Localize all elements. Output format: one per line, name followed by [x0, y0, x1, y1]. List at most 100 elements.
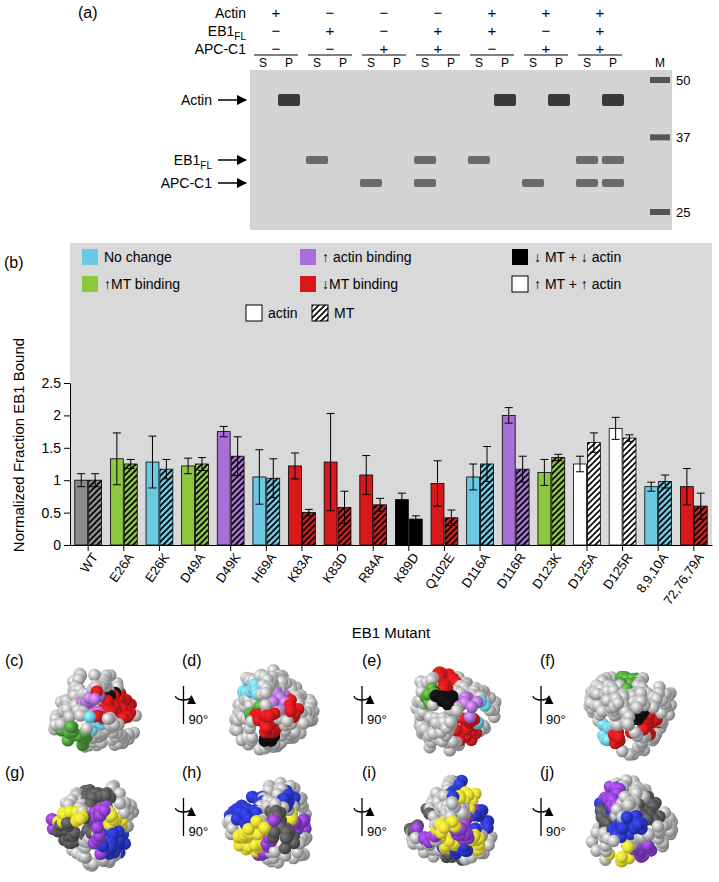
- x-tick-label: 72,76,79A: [660, 550, 706, 607]
- atom-sphere: [622, 718, 635, 731]
- condition-sign: +: [272, 4, 281, 21]
- gel-band: [576, 179, 598, 187]
- rotation-axis: [361, 686, 362, 724]
- x-tick-label: D49K: [213, 550, 244, 586]
- error-bar: [519, 456, 527, 482]
- protein-arrow: [218, 159, 246, 161]
- y-tick-label: 1: [53, 472, 61, 488]
- legend-label: ↑ actin binding: [322, 249, 412, 265]
- atom-sphere: [438, 821, 451, 834]
- bar: [552, 458, 565, 545]
- gel-band: [602, 94, 624, 106]
- legend-label: ↑MT binding: [104, 276, 180, 292]
- y-tick-mark: [64, 545, 70, 546]
- x-tick-label: R84A: [355, 550, 386, 586]
- x-tick: D123K: [529, 545, 564, 591]
- x-tick-label: D125A: [565, 550, 600, 591]
- y-tick-mark: [64, 513, 70, 514]
- x-tick-label: WT: [77, 550, 101, 575]
- protein-surface: [410, 666, 501, 756]
- rotation-axis: [183, 798, 184, 836]
- atom-sphere: [268, 814, 281, 827]
- x-tick-label: K83A: [284, 550, 315, 585]
- rotation-label: 90°: [367, 712, 387, 727]
- x-axis: WTE26AE26KD49AD49KH69AK83AK83DR84AK89DQ1…: [71, 545, 713, 607]
- legend-label: ↑ MT + ↑ actin: [534, 276, 621, 292]
- x-tick: Q102E: [422, 545, 458, 592]
- legend-label: ↓MT binding: [322, 276, 398, 292]
- x-tick-label: K83D: [320, 550, 351, 585]
- atom-sphere: [444, 716, 457, 729]
- error-bar: [647, 482, 655, 491]
- panel-b: (b)00.511.522.5WTE26AE26KD49AD49KH69AK83…: [4, 243, 713, 641]
- gel-band: [548, 94, 570, 106]
- bar: [196, 464, 209, 545]
- lane-label: P: [393, 56, 401, 70]
- atom-sphere: [91, 821, 104, 834]
- lane-label: S: [529, 56, 537, 70]
- bar: [623, 438, 636, 545]
- error-bar: [127, 459, 135, 468]
- condition-sign: −: [272, 22, 281, 39]
- series-0: [75, 408, 694, 545]
- x-tick-label: 8,9,10A: [633, 550, 671, 596]
- panel-label: (j): [540, 764, 554, 781]
- legend-swatch: [82, 249, 98, 265]
- y-tick: 2.5: [42, 375, 70, 391]
- error-bar: [291, 453, 299, 479]
- rotation-symbol: 90°: [176, 798, 209, 839]
- error-bar: [576, 456, 584, 472]
- y-tick: 1: [53, 472, 70, 488]
- x-tick-label: K89D: [391, 550, 422, 585]
- lane-label: P: [555, 56, 563, 70]
- x-tick-label: Q102E: [422, 550, 458, 592]
- condition-sign: −: [380, 22, 389, 39]
- legend-swatch: [312, 305, 328, 321]
- y-tick: 1.5: [42, 440, 70, 456]
- x-tick: D49K: [213, 545, 244, 585]
- error-bar: [184, 458, 192, 474]
- x-axis-line: [71, 545, 713, 546]
- rotation-arrow: [533, 696, 549, 700]
- bar: [645, 487, 658, 545]
- atom-sphere: [284, 705, 297, 718]
- rotation-arrow: [176, 808, 192, 812]
- condition-sign: −: [380, 4, 389, 21]
- atom-sphere: [83, 711, 96, 724]
- bar: [587, 443, 600, 545]
- x-tick: E26K: [142, 545, 173, 585]
- error-bar: [469, 464, 477, 490]
- y-tick-label: 1.5: [42, 440, 62, 456]
- atom-sphere: [631, 701, 644, 714]
- panel-label: (b): [4, 254, 24, 271]
- plot-marks: [75, 408, 707, 545]
- lane-label: M: [655, 56, 665, 70]
- x-tick-label: E26K: [142, 550, 173, 585]
- gel-band: [602, 156, 624, 164]
- lane-label: P: [339, 56, 347, 70]
- atom-sphere: [98, 804, 111, 817]
- legend-swatch: [246, 305, 262, 321]
- gel-band: [360, 179, 382, 187]
- error-bar: [697, 493, 705, 519]
- y-tick: 2: [53, 407, 70, 423]
- atom-sphere: [607, 835, 620, 848]
- error-bar: [162, 459, 170, 478]
- atom-sphere: [280, 832, 293, 845]
- x-tick: 8,9,10A: [633, 545, 671, 596]
- figure: (a)Actin+−−−+++EB1FL−+−++−+APC-C1−−++−++…: [0, 0, 719, 882]
- rotation-symbol: 90°: [533, 798, 566, 839]
- error-bar: [661, 475, 669, 488]
- protein-surface: [46, 779, 140, 871]
- atom-sphere: [263, 710, 276, 723]
- condition-sign: +: [326, 22, 335, 39]
- panel-label: (e): [362, 652, 382, 669]
- bar: [502, 415, 515, 545]
- x-tick-label: D116A: [458, 550, 493, 591]
- protein-surface: [229, 664, 320, 756]
- y-tick-mark: [64, 415, 70, 416]
- panel-label: (g): [5, 764, 25, 781]
- error-bar: [255, 450, 263, 504]
- rotation-axis: [183, 686, 184, 724]
- lane-label: P: [285, 56, 293, 70]
